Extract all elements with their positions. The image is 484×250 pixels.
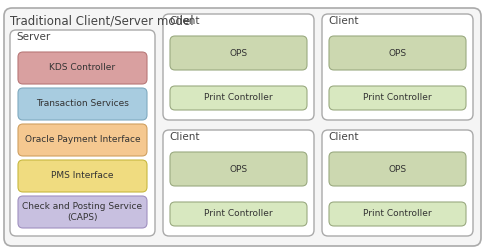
FancyBboxPatch shape: [321, 14, 472, 120]
Text: OPS: OPS: [229, 164, 247, 173]
FancyBboxPatch shape: [18, 196, 147, 228]
Text: Client: Client: [168, 132, 199, 142]
FancyBboxPatch shape: [328, 152, 465, 186]
FancyBboxPatch shape: [170, 36, 306, 70]
FancyBboxPatch shape: [170, 202, 306, 226]
FancyBboxPatch shape: [328, 86, 465, 110]
Text: Print Controller: Print Controller: [204, 210, 272, 218]
FancyBboxPatch shape: [18, 160, 147, 192]
Text: Client: Client: [168, 16, 199, 26]
Text: Check and Posting Service
(CAPS): Check and Posting Service (CAPS): [22, 202, 142, 222]
FancyBboxPatch shape: [18, 52, 147, 84]
Text: Client: Client: [327, 132, 358, 142]
Text: Server: Server: [16, 32, 50, 42]
Text: Transaction Services: Transaction Services: [36, 100, 129, 108]
Text: OPS: OPS: [388, 164, 406, 173]
Text: PMS Interface: PMS Interface: [51, 172, 114, 180]
FancyBboxPatch shape: [18, 88, 147, 120]
Text: KDS Controller: KDS Controller: [49, 64, 115, 72]
FancyBboxPatch shape: [163, 14, 313, 120]
FancyBboxPatch shape: [18, 124, 147, 156]
FancyBboxPatch shape: [328, 36, 465, 70]
Text: OPS: OPS: [229, 48, 247, 58]
FancyBboxPatch shape: [4, 8, 480, 246]
Text: Print Controller: Print Controller: [363, 210, 431, 218]
Text: Oracle Payment Interface: Oracle Payment Interface: [25, 136, 140, 144]
FancyBboxPatch shape: [170, 86, 306, 110]
Text: Client: Client: [327, 16, 358, 26]
FancyBboxPatch shape: [170, 152, 306, 186]
Text: Traditional Client/Server model: Traditional Client/Server model: [10, 14, 193, 27]
Text: Print Controller: Print Controller: [363, 94, 431, 102]
Text: Print Controller: Print Controller: [204, 94, 272, 102]
FancyBboxPatch shape: [10, 30, 155, 236]
Text: OPS: OPS: [388, 48, 406, 58]
FancyBboxPatch shape: [163, 130, 313, 236]
FancyBboxPatch shape: [321, 130, 472, 236]
FancyBboxPatch shape: [328, 202, 465, 226]
